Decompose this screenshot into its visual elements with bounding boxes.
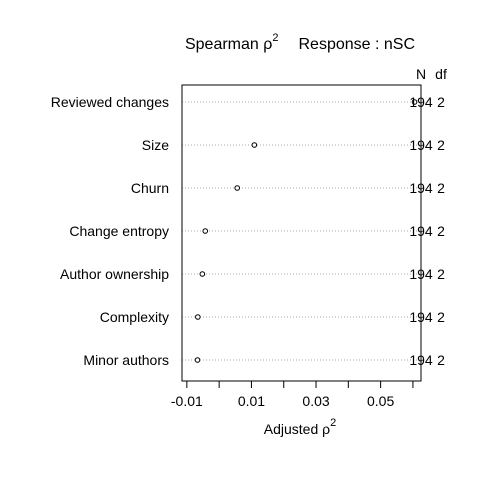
category-label: Minor authors	[83, 352, 169, 368]
df-value: 2	[437, 266, 445, 282]
category-label: Reviewed changes	[51, 94, 169, 110]
data-point	[252, 143, 257, 148]
plot-frame	[182, 85, 421, 381]
df-value: 2	[437, 223, 445, 239]
data-point	[200, 272, 205, 277]
category-label: Author ownership	[60, 266, 169, 282]
df-value: 2	[437, 180, 445, 196]
x-tick-label: 0.03	[302, 393, 329, 409]
chart-title: Spearman ρ2 Response : nSC	[185, 32, 415, 53]
df-value: 2	[437, 352, 445, 368]
x-tick-label: 0.05	[367, 393, 394, 409]
category-label: Size	[142, 137, 169, 153]
x-tick-label: -0.01	[171, 393, 203, 409]
header-df: df	[435, 66, 447, 82]
data-point	[203, 229, 208, 234]
header-n: N	[416, 66, 426, 82]
df-value: 2	[437, 309, 445, 325]
category-label: Complexity	[100, 309, 169, 325]
x-axis-label: Adjusted ρ2	[264, 417, 336, 437]
category-label: Change entropy	[69, 223, 169, 239]
df-value: 2	[437, 94, 445, 110]
x-tick-label: 0.01	[238, 393, 265, 409]
data-point	[195, 358, 200, 363]
data-point	[196, 315, 201, 320]
category-label: Churn	[131, 180, 169, 196]
df-value: 2	[437, 137, 445, 153]
data-point	[235, 186, 240, 191]
